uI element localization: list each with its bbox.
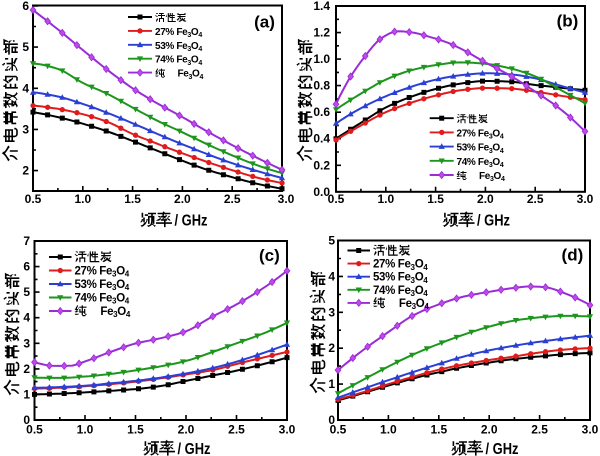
svg-text:1.2: 1.2: [313, 26, 330, 40]
svg-text:74% Fe3O4: 74% Fe3O4: [155, 55, 202, 67]
svg-text:53% Fe3O4: 53% Fe3O4: [155, 41, 202, 53]
svg-text:0.5: 0.5: [330, 423, 347, 437]
svg-text:0: 0: [328, 413, 335, 427]
svg-text:0.6: 0.6: [313, 105, 330, 119]
svg-text:5: 5: [22, 40, 29, 54]
svg-text:2: 2: [328, 341, 335, 355]
svg-text:Fe3O4: Fe3O4: [100, 306, 130, 319]
svg-text:0.5: 0.5: [26, 423, 43, 437]
svg-text:1.5: 1.5: [127, 423, 144, 437]
svg-text:27% Fe3O4: 27% Fe3O4: [75, 266, 130, 279]
svg-text:5: 5: [328, 234, 335, 248]
svg-text:6: 6: [22, 0, 29, 13]
svg-text:27% Fe3O4: 27% Fe3O4: [155, 27, 202, 39]
svg-text:(b): (b): [557, 12, 579, 31]
svg-text:1: 1: [23, 387, 30, 401]
svg-text:0.8: 0.8: [313, 79, 330, 93]
svg-text:1.5: 1.5: [124, 192, 141, 206]
svg-text:2.5: 2.5: [527, 192, 544, 206]
svg-text:3.0: 3.0: [279, 423, 296, 437]
svg-text:3: 3: [328, 305, 335, 319]
svg-text:/ GHz: / GHz: [175, 213, 208, 230]
svg-text:1.0: 1.0: [74, 192, 91, 206]
svg-text:53% Fe3O4: 53% Fe3O4: [457, 143, 504, 155]
svg-text:2.0: 2.0: [174, 192, 191, 206]
svg-text:1.0: 1.0: [313, 52, 330, 66]
svg-text:4: 4: [23, 311, 30, 325]
svg-text:53% Fe3O4: 53% Fe3O4: [373, 272, 428, 285]
svg-text:(c): (c): [259, 246, 280, 265]
svg-text:1.4: 1.4: [313, 0, 330, 13]
svg-text:74% Fe3O4: 74% Fe3O4: [75, 293, 130, 306]
svg-text:/ GHz: / GHz: [477, 213, 510, 230]
svg-text:1.5: 1.5: [427, 192, 444, 206]
svg-text:0.2: 0.2: [313, 158, 330, 172]
svg-text:5: 5: [23, 285, 30, 299]
svg-text:1.5: 1.5: [430, 423, 447, 437]
svg-text:2.5: 2.5: [531, 423, 548, 437]
svg-text:2: 2: [22, 164, 29, 178]
svg-text:0.4: 0.4: [313, 132, 330, 146]
svg-text:0: 0: [23, 413, 30, 427]
svg-text:7: 7: [23, 234, 30, 248]
svg-text:2.0: 2.0: [481, 423, 498, 437]
svg-text:2.5: 2.5: [224, 192, 241, 206]
svg-text:3: 3: [22, 122, 29, 136]
svg-text:3.0: 3.0: [577, 192, 594, 206]
svg-text:74% Fe3O4: 74% Fe3O4: [373, 285, 428, 298]
svg-text:2.0: 2.0: [477, 192, 494, 206]
svg-text:(a): (a): [254, 13, 275, 32]
svg-text:Fe3O4: Fe3O4: [178, 69, 204, 81]
svg-text:2.5: 2.5: [228, 423, 245, 437]
svg-text:3: 3: [23, 336, 30, 350]
svg-text:3.0: 3.0: [582, 423, 599, 437]
svg-text:0.5: 0.5: [328, 192, 345, 206]
svg-text:0.5: 0.5: [25, 192, 42, 206]
svg-text:(d): (d): [562, 246, 584, 265]
svg-text:1: 1: [328, 377, 335, 391]
svg-text:4: 4: [328, 269, 335, 283]
svg-text:4: 4: [22, 81, 29, 95]
svg-text:1.0: 1.0: [77, 423, 94, 437]
svg-text:0.0: 0.0: [313, 185, 330, 199]
svg-text:27% Fe3O4: 27% Fe3O4: [457, 128, 504, 140]
svg-text:/ GHz: / GHz: [178, 441, 211, 456]
svg-text:2: 2: [23, 362, 30, 376]
svg-text:Fe3O4: Fe3O4: [399, 298, 429, 311]
svg-text:1.0: 1.0: [377, 192, 394, 206]
svg-text:6: 6: [23, 260, 30, 274]
svg-text:1.0: 1.0: [380, 423, 397, 437]
svg-text:74% Fe3O4: 74% Fe3O4: [457, 157, 504, 169]
svg-text:27% Fe3O4: 27% Fe3O4: [373, 259, 428, 272]
svg-text:3.0: 3.0: [278, 192, 295, 206]
svg-text:53% Fe3O4: 53% Fe3O4: [75, 279, 130, 292]
svg-text:2.0: 2.0: [178, 423, 195, 437]
svg-text:Fe3O4: Fe3O4: [479, 171, 505, 183]
svg-text:/ GHz: / GHz: [486, 441, 519, 456]
